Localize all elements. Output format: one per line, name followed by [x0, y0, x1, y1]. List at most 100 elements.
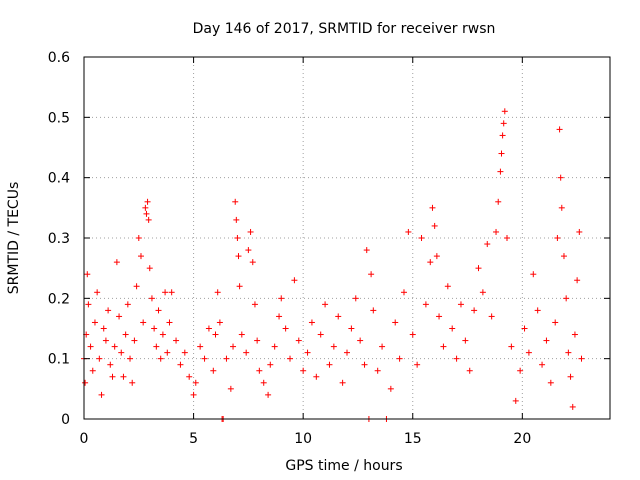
data-point — [216, 319, 223, 326]
y-tick-label: 0.6 — [48, 50, 70, 66]
data-point — [330, 343, 337, 350]
data-point — [488, 313, 495, 320]
data-point — [431, 222, 438, 229]
data-point — [418, 235, 425, 241]
data-point — [512, 397, 519, 404]
data-point — [440, 343, 447, 350]
data-point — [449, 325, 456, 332]
plot-frame — [83, 56, 611, 420]
data-point — [144, 198, 151, 205]
x-tick-label: 0 — [80, 431, 89, 447]
data-point — [547, 379, 554, 386]
data-point — [82, 379, 89, 386]
data-point — [556, 126, 563, 133]
data-point — [433, 253, 440, 260]
data-point — [102, 337, 109, 344]
data-point — [230, 343, 237, 350]
data-point — [243, 349, 250, 356]
data-point — [444, 283, 451, 290]
data-point — [157, 355, 164, 362]
data-point — [379, 343, 386, 350]
data-point — [166, 319, 173, 326]
x-axis-label: GPS time / hours — [285, 458, 402, 474]
data-point — [271, 343, 278, 350]
data-point — [475, 265, 482, 272]
data-point — [457, 301, 464, 308]
data-point — [235, 253, 242, 260]
data-points — [81, 108, 585, 422]
data-point — [267, 361, 274, 368]
data-point — [558, 204, 565, 211]
chart-title: Day 146 of 2017, SRMTID for receiver rws… — [193, 21, 496, 37]
data-point — [405, 228, 412, 235]
data-point — [453, 355, 460, 362]
data-point — [374, 367, 381, 374]
data-point — [560, 253, 567, 260]
y-tick-label: 0.2 — [48, 291, 70, 307]
data-point — [348, 325, 355, 332]
data-point — [245, 247, 252, 254]
data-point — [146, 265, 153, 272]
data-point — [234, 235, 241, 241]
data-point — [162, 289, 169, 296]
data-point — [159, 331, 166, 338]
data-point — [276, 313, 283, 320]
data-point — [400, 289, 407, 296]
data-point — [98, 391, 105, 398]
data-point — [429, 204, 436, 211]
data-point — [539, 361, 546, 368]
grid-lines — [84, 57, 610, 419]
data-point — [500, 120, 507, 127]
data-point — [94, 289, 101, 296]
x-tick-label: 15 — [404, 431, 422, 447]
data-point — [109, 373, 116, 380]
data-point — [525, 349, 532, 356]
data-point — [227, 385, 234, 392]
data-point — [131, 337, 138, 344]
data-point — [91, 319, 98, 326]
data-point — [578, 355, 585, 362]
data-point — [422, 301, 429, 308]
data-point — [133, 283, 140, 290]
data-point — [567, 373, 574, 380]
data-point — [247, 228, 254, 235]
data-point — [493, 228, 500, 235]
x-tick-label: 5 — [189, 431, 198, 447]
data-point — [287, 355, 294, 362]
data-point — [557, 174, 564, 181]
data-point — [462, 337, 469, 344]
data-point — [214, 289, 221, 296]
data-point — [153, 343, 160, 350]
data-point — [543, 337, 550, 344]
data-point — [466, 367, 473, 374]
data-point — [534, 307, 541, 314]
data-point — [256, 367, 263, 374]
data-point — [396, 355, 403, 362]
data-point — [498, 150, 505, 157]
data-point — [300, 367, 307, 374]
data-point — [352, 295, 359, 302]
data-point — [414, 361, 421, 368]
data-point — [361, 361, 368, 368]
data-point — [120, 373, 127, 380]
data-point — [168, 289, 175, 296]
data-point — [96, 355, 103, 362]
data-point — [339, 379, 346, 386]
data-point — [85, 301, 92, 308]
data-point — [565, 349, 572, 356]
data-point — [173, 337, 180, 344]
data-point — [111, 343, 118, 350]
data-point — [508, 343, 515, 350]
data-point — [363, 247, 370, 254]
data-point — [105, 307, 112, 314]
data-point — [145, 216, 152, 223]
data-point — [317, 331, 324, 338]
data-point — [554, 235, 561, 241]
data-point — [322, 301, 329, 308]
data-point — [530, 271, 537, 278]
data-point — [89, 367, 96, 374]
data-point — [155, 307, 162, 314]
data-point — [479, 289, 486, 296]
data-point — [177, 361, 184, 368]
data-point — [471, 307, 478, 314]
